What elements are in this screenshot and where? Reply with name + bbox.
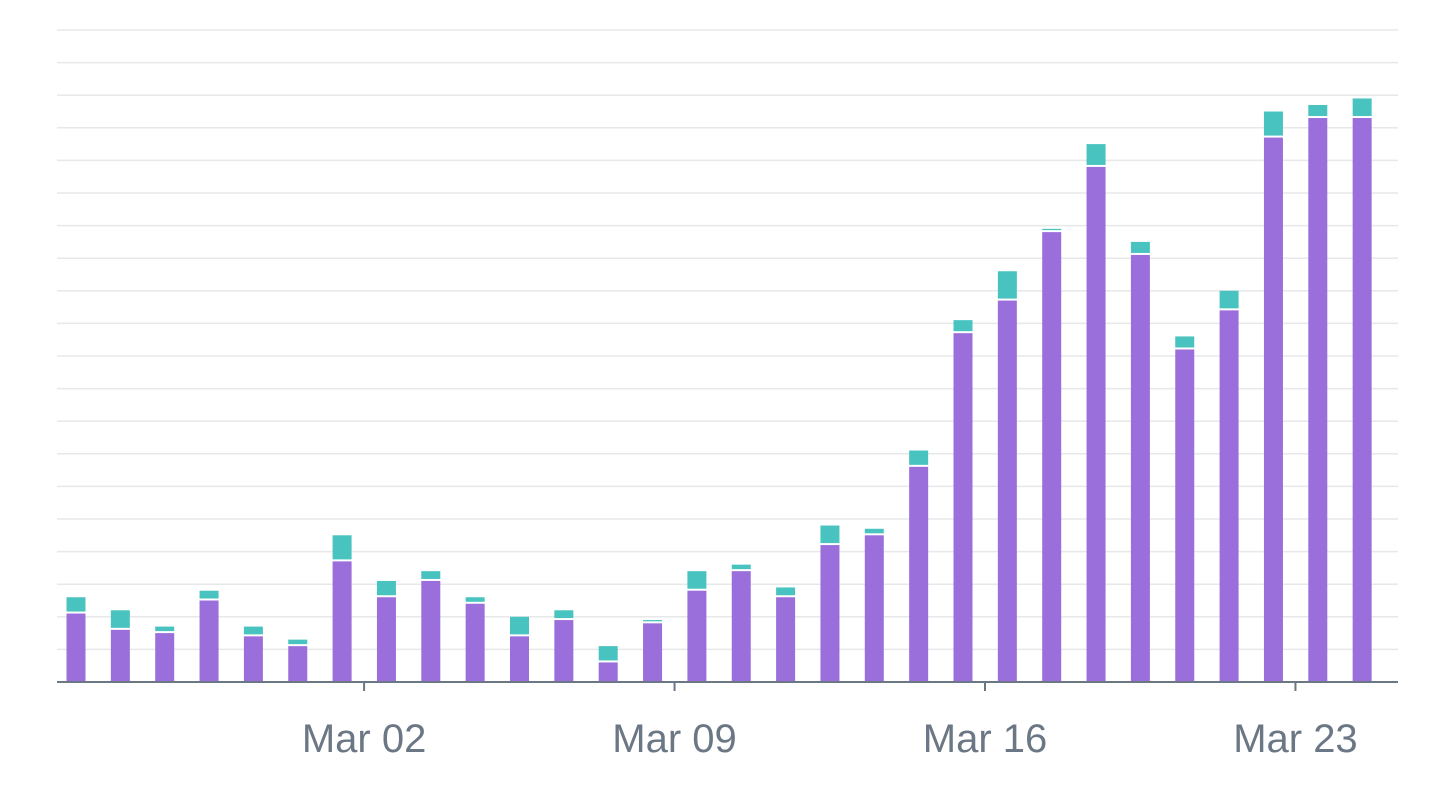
bar-segment-primary: [376, 597, 396, 682]
bar-segment-secondary: [731, 564, 751, 570]
bar-segment-secondary: [1219, 290, 1239, 309]
bar-segment-primary: [332, 561, 352, 682]
bar-segment-secondary: [243, 626, 263, 635]
x-tick-label: Mar 02: [302, 717, 427, 761]
bar-segment-primary: [66, 613, 86, 682]
bar-segment-primary: [1042, 232, 1062, 682]
bar-segment-secondary: [643, 620, 663, 622]
bar-segment-secondary: [1130, 241, 1150, 253]
bar-segment-primary: [1130, 254, 1150, 682]
bar-segment-primary: [1219, 310, 1239, 682]
bar-segment-secondary: [598, 646, 618, 661]
bar-segment-primary: [598, 662, 618, 682]
bar-segment-secondary: [687, 571, 707, 589]
bar-segment-secondary: [155, 626, 175, 632]
bar-segment-secondary: [1086, 144, 1106, 165]
bar-segment-secondary: [376, 580, 396, 596]
bar-segment-secondary: [1175, 336, 1195, 348]
bar-segment-secondary: [864, 528, 884, 534]
bar-segment-secondary: [554, 610, 574, 619]
bar-segment-secondary: [199, 590, 219, 599]
bar-segment-primary: [421, 580, 441, 682]
bar-segment-secondary: [953, 320, 973, 332]
bar-segment-primary: [1175, 349, 1195, 682]
bar-segment-secondary: [510, 616, 529, 635]
bar-segment-primary: [510, 636, 529, 682]
bar-segment-secondary: [332, 535, 352, 560]
bar-segment-secondary: [288, 639, 308, 645]
bar-segment-secondary: [997, 271, 1017, 299]
bars: [66, 98, 1372, 683]
bar-segment-secondary: [776, 587, 796, 596]
bar-segment-primary: [997, 300, 1017, 682]
x-axis: Mar 02 Mar 09 Mar 16 Mar 23: [57, 681, 1398, 761]
bar-segment-secondary: [66, 597, 86, 612]
bar-segment-primary: [909, 466, 929, 682]
bar-segment-primary: [731, 571, 751, 682]
bar-segment-primary: [776, 597, 796, 682]
bar-segment-primary: [1086, 166, 1106, 683]
bar-segment-primary: [687, 590, 707, 682]
bar-segment-primary: [243, 636, 263, 682]
gridlines: [57, 29, 1398, 651]
bar-segment-secondary: [1308, 104, 1328, 117]
bar-segment-primary: [1352, 118, 1372, 682]
x-tick-label: Mar 23: [1233, 717, 1358, 761]
x-tick-label: Mar 16: [923, 717, 1048, 761]
bar-segment-primary: [643, 623, 663, 682]
bar-segment-secondary: [1352, 98, 1372, 117]
x-tick-label: Mar 09: [612, 717, 737, 761]
bar-segment-secondary: [421, 571, 441, 579]
bar-segment-primary: [465, 603, 485, 682]
bar-segment-secondary: [1263, 111, 1283, 136]
bar-segment-primary: [288, 646, 308, 682]
bar-segment-secondary: [820, 525, 840, 544]
bar-segment-primary: [953, 333, 973, 682]
bar-segment-primary: [1308, 118, 1328, 682]
bar-segment-primary: [864, 535, 884, 682]
bar-segment-primary: [110, 629, 130, 682]
bar-segment-secondary: [909, 450, 929, 465]
bar-segment-primary: [1263, 137, 1283, 682]
bar-segment-primary: [554, 620, 574, 682]
bar-segment-primary: [820, 545, 840, 682]
bar-segment-secondary: [1042, 228, 1062, 231]
bar-segment-secondary: [465, 597, 485, 602]
bar-segment-primary: [155, 633, 175, 682]
bar-segment-primary: [199, 600, 219, 682]
bar-segment-secondary: [110, 610, 130, 628]
